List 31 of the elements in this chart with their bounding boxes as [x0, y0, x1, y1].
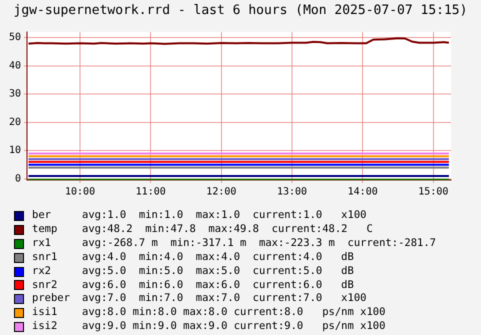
legend-label: temp — [32, 222, 58, 237]
y-tick-label: 20 — [8, 116, 22, 128]
text: avg:5.0 min:5.0 max:5.0 current:5.0 dB — [82, 264, 354, 279]
x-tick-label: 14:00 — [348, 186, 378, 198]
legend-label: snr1 — [32, 250, 58, 265]
text: avg:48.2 min:47.8 max:49.8 current:48.2 C — [82, 222, 373, 237]
legend-label: preber — [32, 292, 71, 306]
text: avg:8.0 min:8.0 max:8.0 current:8.0 ps/nm x100 — [82, 306, 386, 320]
legend-label: isi1 — [32, 306, 58, 320]
y-tick-label: 50 — [8, 32, 22, 44]
text: avg:7.0 min:7.0 max:7.0 current:7.0 x100 — [82, 292, 366, 306]
text: avg:9.0 min:9.0 max:9.0 current:9.0 ps/nm x100 — [82, 320, 386, 334]
x-tick-label: 11:00 — [136, 186, 166, 198]
y-tick-label: 40 — [8, 60, 22, 72]
x-tick-label: 15:00 — [418, 186, 448, 198]
legend-label: snr2 — [32, 278, 58, 292]
y-tick-label: 10 — [8, 145, 22, 156]
legend-label: ber — [32, 209, 52, 223]
y-tick-label: 0 — [15, 173, 22, 184]
x-tick-label: 10:00 — [64, 186, 96, 198]
y-tick-label: 30 — [8, 88, 22, 100]
legend-label: rx1 — [32, 236, 52, 251]
legend-label: rx2 — [32, 264, 52, 279]
x-tick-label: 12:00 — [206, 186, 236, 198]
text: avg:6.0 min:6.0 max:6.0 current:6.0 dB — [82, 278, 354, 292]
text: avg:4.0 min:4.0 max:4.0 current:4.0 dB — [82, 250, 354, 265]
legend-label: isi2 — [32, 320, 58, 334]
text: avg:-268.7 m min:-317.1 m max:-223.3 m current:-281.7 — [82, 236, 436, 251]
x-tick-label: 13:00 — [276, 186, 308, 198]
chart-title: jgw-supernetwork.rrd - last 6 hours (Mon 2025-07-07 15:15) — [12, 2, 468, 20]
text: avg:1.0 min:1.0 max:1.0 current:1.0 x100 — [82, 209, 366, 223]
